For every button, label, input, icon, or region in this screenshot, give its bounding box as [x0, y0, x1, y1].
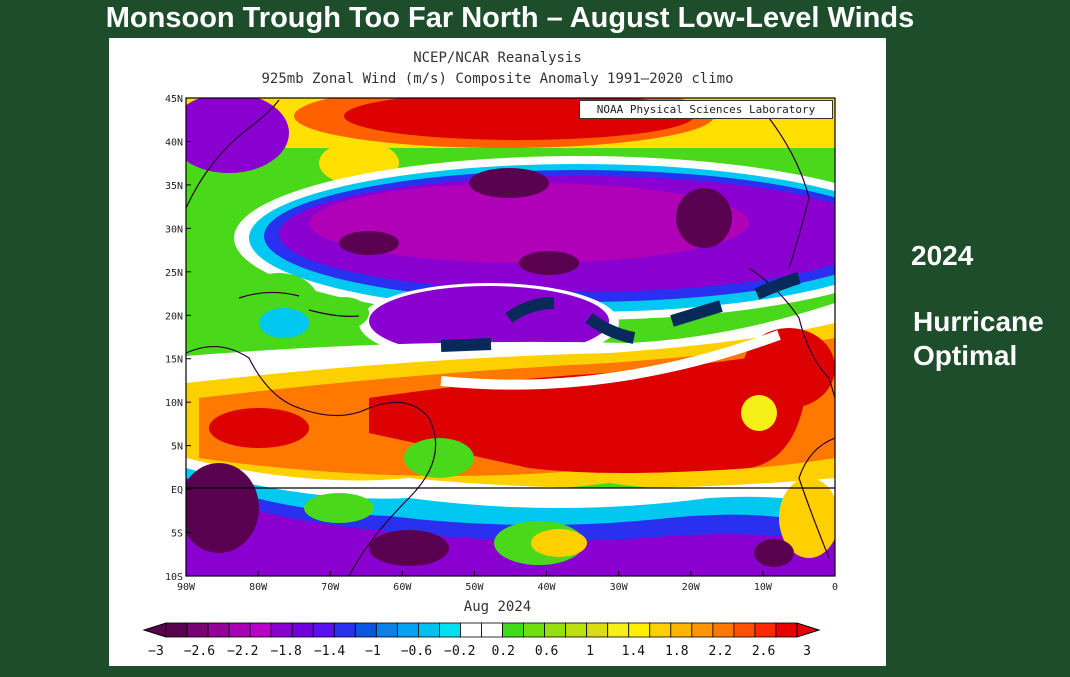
colorbar-cell [565, 622, 588, 638]
colorbar-label: 1 [586, 644, 594, 659]
latitude-label: 10S [165, 572, 183, 583]
longitude-label: 70W [321, 582, 340, 593]
colorbar-cell [207, 622, 230, 638]
colorbar-cell [312, 622, 335, 638]
slide-title: Monsoon Trough Too Far North – August Lo… [105, 2, 915, 34]
longitude-ticks: 90W 80W 70W 60W 50W 40W 30W 20W 10W 0 [177, 571, 838, 593]
colorbar-cell [439, 622, 461, 638]
colorbar: −3 −2.6 −2.2 −1.8 −1.4 −1 −0.6 −0.2 0.2 0.6 1 1.4 1.… [142, 622, 821, 659]
latitude-ticks: 45N 40N 35N 30N 25N 20N 15N 10N 5N EQ 5S 10S [165, 94, 191, 583]
colorbar-cell [249, 622, 272, 638]
colorbar-cell [333, 622, 356, 638]
colorbar-cell [165, 622, 188, 638]
trough-position-dashes [440, 272, 801, 352]
colorbar-label: −1.4 [314, 644, 345, 659]
map-title-line2: 925mb Zonal Wind (m/s) Composite Anomaly… [261, 71, 734, 87]
latitude-label: 35N [165, 181, 183, 192]
side-label-line2: Optimal [913, 340, 1018, 371]
latitude-label: 20N [165, 311, 183, 322]
credit-text: NOAA Physical Sciences Laboratory [596, 103, 816, 116]
colorbar-label: 1.4 [622, 644, 646, 659]
colorbar-label: −0.6 [401, 644, 432, 659]
latitude-label: 15N [165, 355, 183, 366]
latitude-label: 5N [171, 442, 183, 453]
colorbar-cell [417, 622, 440, 638]
colorbar-cell [775, 622, 798, 638]
colorbar-cell [607, 622, 630, 638]
map-title-line1: NCEP/NCAR Reanalysis [413, 50, 582, 66]
colorbar-cell [291, 622, 314, 638]
colorbar-cell [649, 622, 672, 638]
colorbar-label: 2.2 [708, 644, 731, 659]
colorbar-label: −1 [365, 644, 381, 659]
latitude-label: 45N [165, 94, 183, 105]
colorbar-cell [396, 622, 419, 638]
colorbar-cell [712, 622, 735, 638]
longitude-label: 40W [538, 582, 557, 593]
anomaly-field [186, 98, 835, 576]
colorbar-label: 0.2 [491, 644, 514, 659]
colorbar-cell [691, 622, 714, 638]
colorbar-right-arrow [796, 622, 821, 638]
latitude-label: EQ [171, 485, 183, 496]
colorbar-label: 2.6 [752, 644, 775, 659]
colorbar-cell [354, 622, 377, 638]
side-year: 2024 [911, 240, 974, 271]
colorbar-cell [733, 622, 756, 638]
longitude-label: 0 [832, 582, 838, 593]
colorbar-cell [544, 622, 567, 638]
period-label: Aug 2024 [463, 599, 532, 615]
optimal-trough-line [440, 330, 781, 390]
longitude-label: 30W [610, 582, 629, 593]
colorbar-label: 3 [803, 644, 811, 659]
colorbar-cell [270, 622, 293, 638]
map-panel: NCEP/NCAR Reanalysis 925mb Zonal Wind (m… [109, 38, 886, 666]
colorbar-cell [586, 622, 609, 638]
colorbar-label: −2.6 [184, 644, 215, 659]
colorbar-cell [628, 622, 651, 638]
colorbar-left-arrow [142, 622, 167, 638]
latitude-label: 40N [165, 137, 183, 148]
colorbar-cell [481, 622, 503, 638]
colorbar-label: 1.8 [665, 644, 688, 659]
latitude-label: 10N [165, 398, 183, 409]
longitude-label: 10W [754, 582, 773, 593]
colorbar-label: −1.8 [271, 644, 302, 659]
longitude-label: 80W [249, 582, 268, 593]
coastlines [186, 99, 835, 576]
colorbar-label: −3 [148, 644, 164, 659]
colorbar-cell [670, 622, 693, 638]
colorbar-label: −2.2 [227, 644, 258, 659]
colorbar-label: −0.2 [444, 644, 475, 659]
latitude-label: 30N [165, 224, 183, 235]
latitude-label: 25N [165, 268, 183, 279]
longitude-label: 60W [393, 582, 412, 593]
longitude-label: 50W [465, 582, 484, 593]
colorbar-label: 0.6 [535, 644, 558, 659]
longitude-label: 20W [682, 582, 701, 593]
colorbar-cell [375, 622, 398, 638]
anomaly-map: 45N 40N 35N 30N 25N 20N 15N 10N 5N EQ 5S 10S 90W 80W… [165, 94, 838, 593]
credit-box: NOAA Physical Sciences Laboratory [579, 100, 833, 119]
colorbar-cell [523, 622, 546, 638]
side-label-line1: Hurricane [913, 306, 1044, 337]
colorbar-cell [186, 622, 209, 638]
colorbar-cell [754, 622, 777, 638]
colorbar-cell [502, 622, 524, 638]
latitude-label: 5S [171, 529, 183, 540]
colorbar-cell [228, 622, 251, 638]
side-optimal-label: Hurricane Optimal [913, 305, 1044, 373]
colorbar-cell [460, 622, 482, 638]
longitude-label: 90W [177, 582, 196, 593]
